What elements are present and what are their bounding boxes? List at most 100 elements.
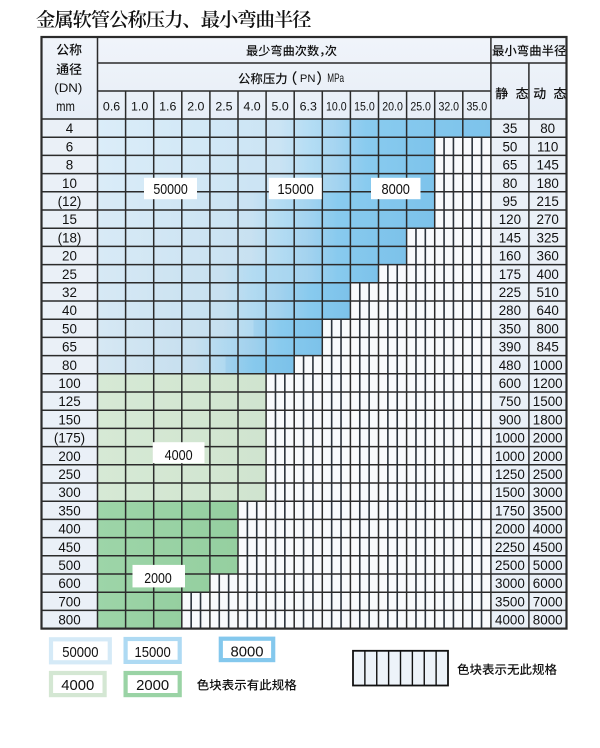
svg-text:180: 180 [537, 176, 559, 191]
svg-text:4000: 4000 [61, 678, 94, 694]
svg-text:1800: 1800 [533, 412, 563, 427]
svg-text:145: 145 [537, 158, 559, 173]
svg-text:2.0: 2.0 [187, 99, 204, 113]
svg-text:40: 40 [62, 303, 77, 318]
svg-text:110: 110 [537, 139, 558, 154]
svg-text:325: 325 [537, 230, 559, 245]
svg-text:3000: 3000 [533, 485, 563, 500]
svg-text:2000: 2000 [136, 678, 169, 694]
svg-text:95: 95 [502, 194, 517, 209]
svg-text:25.0: 25.0 [410, 99, 431, 113]
svg-text:4500: 4500 [533, 540, 563, 555]
svg-text:PN: PN [300, 73, 316, 85]
svg-text:1.6: 1.6 [159, 99, 176, 113]
svg-text:65: 65 [62, 340, 77, 355]
svg-text:MPa: MPa [327, 71, 344, 85]
svg-text:8000: 8000 [381, 182, 410, 198]
svg-text:400: 400 [537, 267, 559, 282]
svg-text:1000: 1000 [495, 431, 525, 446]
svg-text:8000: 8000 [231, 644, 264, 660]
svg-text:35: 35 [502, 121, 517, 136]
svg-text:145: 145 [499, 230, 521, 245]
svg-text:4000: 4000 [495, 613, 525, 628]
svg-text:2500: 2500 [495, 558, 525, 573]
svg-text:270: 270 [537, 212, 559, 227]
svg-text:80: 80 [540, 121, 555, 136]
svg-text:1250: 1250 [495, 467, 525, 482]
svg-text:900: 900 [499, 412, 521, 427]
svg-text:390: 390 [499, 340, 521, 355]
svg-text:8: 8 [66, 158, 73, 173]
svg-text:800: 800 [58, 613, 80, 628]
svg-text:50000: 50000 [153, 182, 188, 198]
svg-text:450: 450 [58, 540, 80, 555]
svg-text:2000: 2000 [533, 431, 563, 446]
svg-text:100: 100 [58, 376, 80, 391]
svg-text:600: 600 [58, 576, 80, 591]
svg-text:0.6: 0.6 [103, 99, 120, 113]
svg-text:700: 700 [58, 594, 80, 609]
svg-text:1750: 1750 [495, 503, 525, 518]
svg-text:1500: 1500 [495, 485, 525, 500]
svg-text:20.0: 20.0 [382, 99, 403, 113]
svg-text:2000: 2000 [144, 571, 172, 587]
svg-text:4000: 4000 [165, 448, 193, 464]
svg-text:360: 360 [537, 249, 559, 264]
svg-text:2500: 2500 [533, 467, 563, 482]
svg-text:80: 80 [502, 176, 517, 191]
svg-text:150: 150 [58, 412, 80, 427]
svg-text:10.0: 10.0 [326, 99, 347, 113]
svg-text:3500: 3500 [533, 503, 563, 518]
svg-text:15: 15 [62, 212, 77, 227]
svg-text:845: 845 [537, 340, 559, 355]
svg-text:8000: 8000 [533, 613, 563, 628]
svg-text:6: 6 [66, 139, 73, 154]
svg-text:175: 175 [499, 267, 521, 282]
svg-text:510: 510 [537, 285, 559, 300]
svg-text:480: 480 [499, 358, 521, 373]
svg-text:7000: 7000 [533, 594, 563, 609]
svg-text:1500: 1500 [533, 394, 563, 409]
svg-text:250: 250 [58, 467, 80, 482]
svg-text:2.5: 2.5 [215, 99, 232, 113]
svg-text:(12): (12) [58, 194, 82, 209]
svg-text:200: 200 [58, 449, 80, 464]
svg-text:(18): (18) [58, 230, 82, 245]
svg-text:4000: 4000 [533, 522, 563, 537]
svg-text:35.0: 35.0 [467, 99, 488, 113]
svg-text:15000: 15000 [277, 182, 314, 198]
svg-text:120: 120 [499, 212, 521, 227]
svg-text:(175): (175) [54, 431, 85, 446]
svg-text:20: 20 [62, 249, 77, 264]
svg-text:80: 80 [62, 358, 77, 373]
svg-text:1200: 1200 [533, 376, 563, 391]
svg-text:1000: 1000 [495, 449, 525, 464]
svg-text:280: 280 [499, 303, 521, 318]
svg-text:215: 215 [537, 194, 559, 209]
svg-text:50: 50 [502, 139, 517, 154]
svg-text:6.3: 6.3 [300, 99, 317, 113]
svg-text:500: 500 [58, 558, 80, 573]
svg-text:3000: 3000 [495, 576, 525, 591]
svg-text:6000: 6000 [533, 576, 563, 591]
svg-text:600: 600 [499, 376, 521, 391]
svg-text:10: 10 [62, 176, 77, 191]
svg-text:32: 32 [62, 285, 77, 300]
svg-text:160: 160 [499, 249, 521, 264]
svg-text:2000: 2000 [533, 449, 563, 464]
svg-text:15.0: 15.0 [354, 99, 375, 113]
svg-text:(DN): (DN) [54, 81, 82, 95]
svg-text:4.0: 4.0 [243, 99, 260, 113]
svg-text:32.0: 32.0 [438, 99, 459, 113]
svg-text:65: 65 [502, 158, 517, 173]
svg-text:225: 225 [499, 285, 521, 300]
svg-text:400: 400 [58, 522, 80, 537]
svg-text:2250: 2250 [495, 540, 525, 555]
svg-text:2000: 2000 [495, 522, 525, 537]
svg-text:1.0: 1.0 [131, 99, 148, 113]
svg-text:750: 750 [499, 394, 521, 409]
svg-text:1000: 1000 [533, 358, 563, 373]
svg-text:4: 4 [66, 121, 74, 136]
svg-text:800: 800 [537, 321, 559, 336]
svg-text:5.0: 5.0 [272, 99, 289, 113]
